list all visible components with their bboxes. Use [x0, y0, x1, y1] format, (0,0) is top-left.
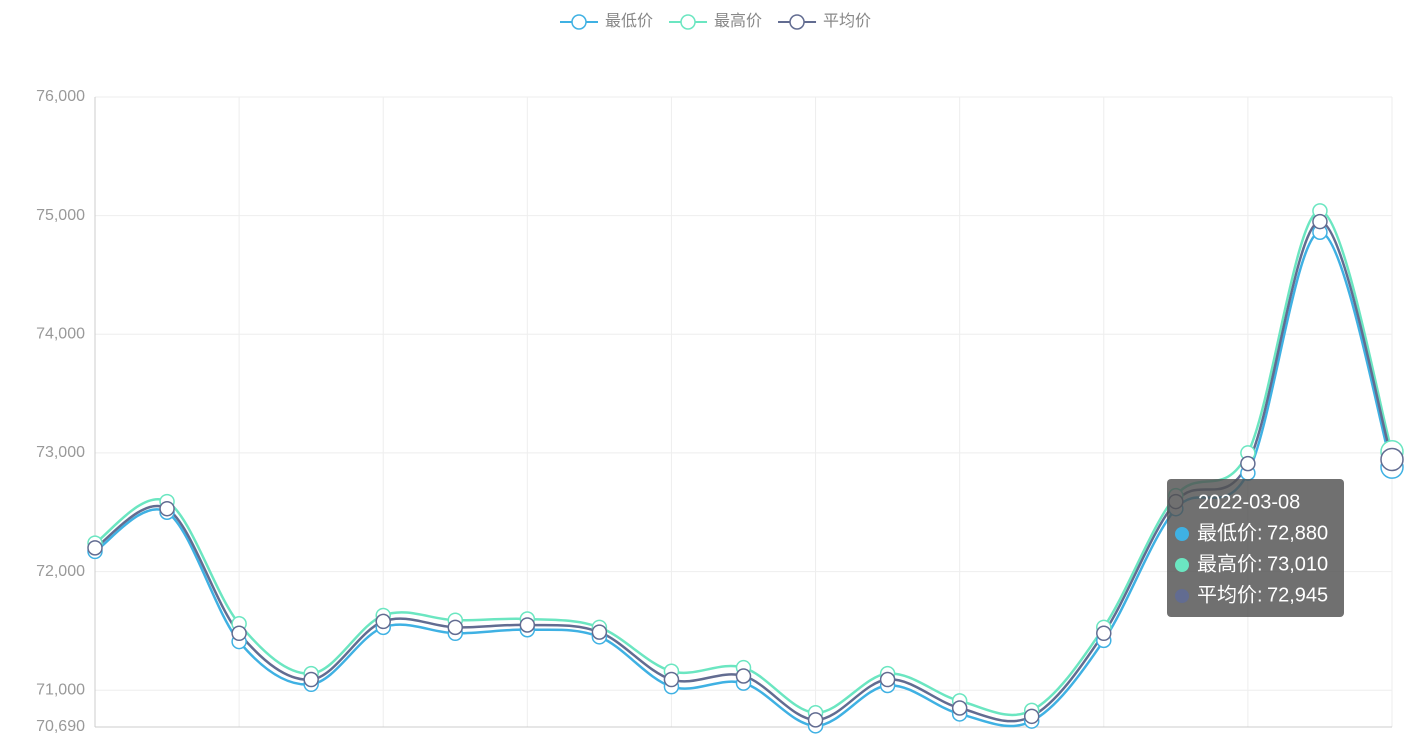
tooltip-sep: :	[1257, 553, 1263, 575]
point	[375, 613, 391, 630]
y-tick-label: 71,000	[36, 681, 85, 698]
y-tick-label: 74,000	[36, 326, 85, 343]
legend-label[interactable]: 平均价	[823, 12, 871, 30]
point	[735, 668, 752, 684]
series-line	[94, 209, 1394, 717]
point	[879, 671, 896, 688]
tooltip-box	[1167, 479, 1344, 617]
legend-label[interactable]: 最高价	[714, 12, 762, 30]
point	[1096, 625, 1112, 642]
tooltip-title: 2022-03-08	[1198, 491, 1300, 513]
y-tick-label: 75,000	[36, 207, 85, 224]
legend-icon	[571, 14, 587, 30]
tooltip-sep: :	[1257, 584, 1263, 606]
legend-icon	[789, 14, 805, 30]
point	[807, 712, 824, 728]
point	[1312, 213, 1328, 230]
tooltip-value: 72,945	[1267, 584, 1328, 606]
y-tick-label: 76,000	[36, 88, 85, 105]
point	[159, 500, 175, 517]
point	[519, 617, 536, 633]
y-tick-label: 73,000	[36, 444, 85, 461]
point	[1023, 708, 1040, 725]
legend-label[interactable]: 最低价	[605, 12, 653, 30]
point	[951, 700, 968, 716]
point	[663, 671, 680, 688]
series-line	[94, 220, 1394, 723]
y-tick-label: 72,000	[36, 563, 85, 580]
y-tick-label: 70,690	[36, 718, 85, 735]
grid: 70,690 71,000 72,000 73,000 74,000 75,000 76,0…	[36, 88, 1393, 735]
point	[1380, 447, 1404, 472]
plot	[87, 203, 1404, 734]
legend: 最低价 最高价 平均价	[560, 12, 871, 30]
tooltip-name: 最高价	[1197, 552, 1257, 575]
legend-icon	[680, 14, 696, 30]
tooltip-value: 72,880	[1267, 522, 1328, 544]
point	[591, 624, 608, 640]
point	[87, 540, 103, 556]
tooltip-name: 平均价	[1197, 583, 1257, 606]
tooltip-sep: :	[1257, 522, 1263, 544]
point	[447, 619, 464, 636]
tooltip-name: 最低价	[1197, 521, 1257, 544]
tooltip-value: 73,010	[1267, 553, 1328, 575]
tooltip-dot	[1175, 589, 1189, 603]
point	[1240, 455, 1256, 472]
point	[303, 671, 319, 688]
tooltip-dot	[1175, 527, 1189, 541]
tooltip-dot	[1175, 558, 1189, 572]
point	[231, 625, 247, 642]
